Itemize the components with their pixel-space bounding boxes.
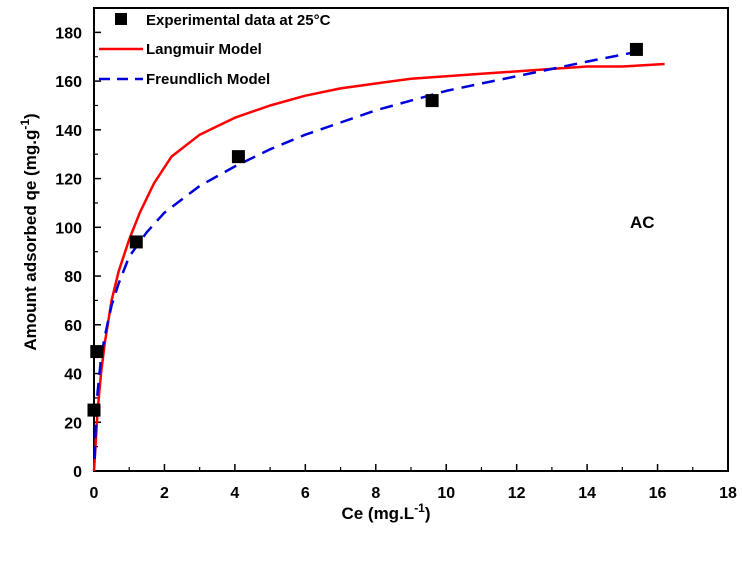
x-tick-label: 10 bbox=[437, 485, 455, 502]
x-tick-label: 0 bbox=[90, 485, 99, 502]
y-tick-label: 0 bbox=[73, 464, 82, 481]
x-tick-label: 12 bbox=[508, 485, 526, 502]
x-axis-title: Ce (mg.L-1) bbox=[341, 501, 430, 523]
y-tick-label: 180 bbox=[55, 25, 82, 42]
legend-label-experimental: Experimental data at 25°C bbox=[146, 12, 331, 29]
legend: Experimental data at 25°C Langmuir Model… bbox=[99, 12, 331, 88]
legend-marker-experimental bbox=[115, 13, 127, 25]
y-tick-label: 160 bbox=[55, 74, 82, 91]
annotation-label: AC bbox=[630, 213, 655, 232]
data-point-marker bbox=[231, 150, 245, 164]
data-point-marker bbox=[90, 345, 104, 359]
data-point-marker bbox=[425, 94, 439, 108]
data-point-marker bbox=[129, 235, 143, 249]
x-tick-label: 18 bbox=[719, 485, 737, 502]
x-tick-label: 4 bbox=[230, 485, 239, 502]
series-layer bbox=[87, 42, 665, 472]
y-axis-title: Amount adsorbed qe (mg.g-1) bbox=[18, 113, 40, 350]
y-tick-label: 60 bbox=[64, 318, 82, 335]
y-tick-label: 100 bbox=[55, 220, 82, 237]
x-tick-label: 16 bbox=[649, 485, 667, 502]
legend-label-freundlich: Freundlich Model bbox=[146, 71, 270, 88]
x-tick-label: 14 bbox=[578, 485, 596, 502]
y-tick-label: 140 bbox=[55, 123, 82, 140]
y-tick-label: 80 bbox=[64, 269, 82, 286]
data-point-marker bbox=[87, 403, 101, 417]
series-line-freundlich-model bbox=[93, 50, 637, 459]
x-tick-label: 8 bbox=[371, 485, 380, 502]
y-tick-label: 120 bbox=[55, 172, 82, 189]
y-tick-label: 40 bbox=[64, 367, 82, 384]
y-tick-label: 20 bbox=[64, 415, 82, 432]
x-tick-label: 6 bbox=[301, 485, 310, 502]
legend-label-langmuir: Langmuir Model bbox=[146, 41, 262, 58]
series-line-langmuir-model bbox=[92, 62, 665, 472]
data-point-marker bbox=[629, 42, 643, 56]
x-tick-label: 2 bbox=[160, 485, 169, 502]
